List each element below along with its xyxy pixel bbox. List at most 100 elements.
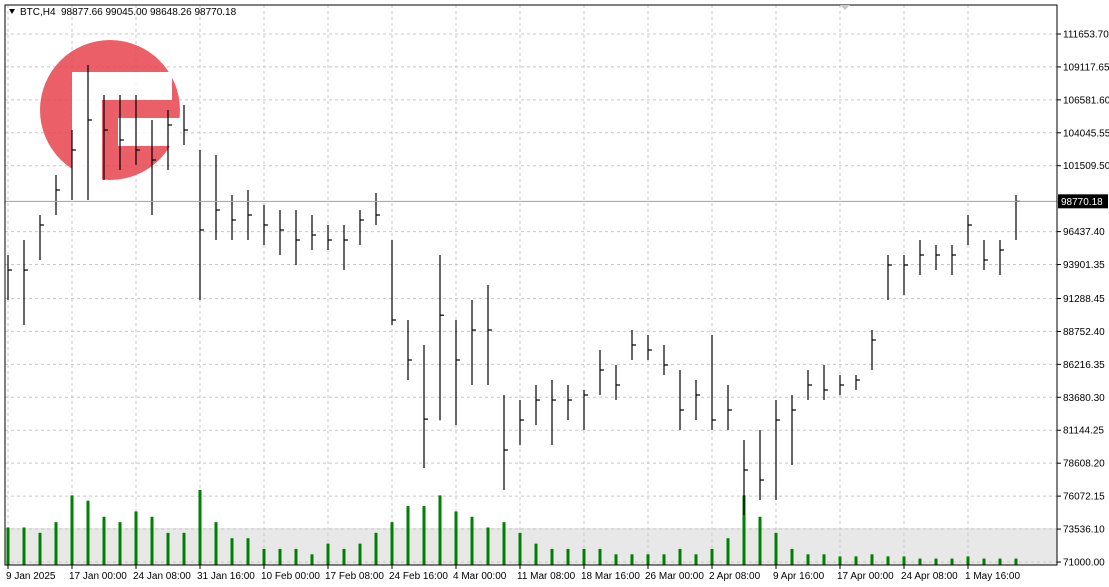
volume-bar — [614, 554, 618, 565]
volume-bar — [950, 558, 954, 565]
y-tick-label: 71000.00 — [1063, 557, 1105, 568]
volume-bar — [134, 511, 138, 565]
last-price-box — [1058, 194, 1108, 209]
volume-bar — [822, 554, 826, 565]
volume-bar — [54, 522, 58, 565]
x-tick-label: 26 Mar 00:00 — [645, 571, 704, 582]
x-tick-label: 9 Apr 16:00 — [773, 571, 825, 582]
volume-bar — [246, 538, 250, 565]
y-tick-label: 83680.30 — [1063, 393, 1105, 404]
y-tick-label: 111653.70 — [1063, 29, 1109, 40]
y-tick-label: 81144.25 — [1063, 426, 1104, 437]
volume-bar — [598, 548, 602, 565]
x-tick-label: 17 Apr 00:00 — [837, 571, 894, 582]
x-tick-label: 24 Apr 08:00 — [901, 571, 958, 582]
volume-bar — [38, 532, 42, 565]
volume-bar — [438, 495, 442, 565]
x-tick-label: 24 Feb 16:00 — [389, 571, 448, 582]
x-tick-label: 18 Mar 16:00 — [581, 571, 640, 582]
volume-bar — [358, 543, 362, 565]
volume-bar — [342, 548, 346, 565]
volume-bar — [550, 548, 554, 565]
x-tick-label: 31 Jan 16:00 — [197, 571, 255, 582]
logo-cut — [72, 100, 102, 180]
volume-bar — [406, 506, 410, 565]
x-tick-label: 1 May 16:00 — [965, 571, 1020, 582]
volume-bar — [646, 554, 650, 565]
volume-bar — [166, 532, 170, 565]
shift-marker — [840, 5, 850, 10]
volume-bar — [758, 516, 762, 565]
x-tick-label: 17 Feb 08:00 — [325, 571, 384, 582]
volume-bar — [582, 548, 586, 565]
plot-border — [4, 4, 1058, 566]
volume-bar — [390, 522, 394, 565]
x-tick-label: 9 Jan 2025 — [6, 571, 56, 582]
volume-bar — [678, 548, 682, 565]
volume-bar — [86, 500, 90, 565]
volume-bar — [982, 558, 986, 565]
volume-bar — [854, 556, 858, 565]
volume-bar — [6, 527, 10, 565]
volume-bar — [902, 556, 906, 565]
y-tick-label: 88752.40 — [1063, 327, 1105, 338]
volume-band — [5, 528, 1057, 565]
volume-bar — [742, 495, 746, 565]
volume-bar — [502, 522, 506, 565]
volume-bar — [886, 556, 890, 565]
y-tick-label: 73536.10 — [1063, 525, 1105, 536]
last-price-label: 98770.18 — [1061, 197, 1103, 208]
y-tick-label: 109117.65 — [1063, 62, 1109, 73]
volume-bar — [966, 556, 970, 565]
symbol: BTC,H4 — [20, 7, 56, 18]
y-tick-label: 91288.45 — [1063, 294, 1105, 305]
volume-bar — [870, 554, 874, 565]
volume-bar — [518, 532, 522, 565]
x-tick-label: 10 Feb 00:00 — [261, 571, 320, 582]
x-tick-label: 17 Jan 00:00 — [69, 571, 127, 582]
y-tick-label: 78608.20 — [1063, 459, 1105, 470]
logo — [40, 40, 180, 180]
volume-bar — [470, 516, 474, 565]
volume-bar — [486, 527, 490, 565]
volume-bar — [70, 495, 74, 565]
volume-bar — [230, 538, 234, 565]
volume-bar — [150, 516, 154, 565]
volume-bar — [694, 554, 698, 565]
volume-bar — [182, 532, 186, 565]
volume-bar — [374, 532, 378, 565]
header-arrow — [9, 9, 15, 14]
x-tick-label: 4 Mar 00:00 — [453, 571, 507, 582]
y-tick-label: 76072.15 — [1063, 492, 1105, 503]
volume-bar — [662, 554, 666, 565]
volume-bar — [918, 558, 922, 565]
logo-circle — [40, 40, 180, 180]
volume-bar — [774, 532, 778, 565]
logo-cut — [118, 118, 180, 146]
volume-bar — [118, 522, 122, 565]
volume-bar — [214, 522, 218, 565]
volume-bar — [806, 554, 810, 565]
y-tick-label: 104045.55 — [1063, 128, 1109, 139]
header-values: 98877.66 99045.00 98648.26 98770.18 — [61, 7, 237, 18]
y-tick-label: 86216.35 — [1063, 360, 1105, 371]
volume-bar — [310, 554, 314, 565]
grid — [5, 5, 1057, 565]
volume-bar — [198, 490, 202, 565]
volume-bar — [998, 558, 1002, 565]
y-tick-label: 93901.35 — [1063, 260, 1105, 271]
volume-bar — [934, 558, 938, 565]
volume-bar — [326, 543, 330, 565]
y-tick-label: 106581.60 — [1063, 95, 1109, 106]
volume-bar — [294, 548, 298, 565]
volume-bar — [422, 506, 426, 565]
marks — [5, 64, 1057, 565]
volume-bar — [262, 548, 266, 565]
x-tick-label: 2 Apr 08:00 — [709, 571, 761, 582]
volume-bar — [22, 527, 26, 565]
volume-bar — [566, 548, 570, 565]
y-tick-label: 96437.40 — [1063, 227, 1105, 238]
volume-bar — [726, 538, 730, 565]
